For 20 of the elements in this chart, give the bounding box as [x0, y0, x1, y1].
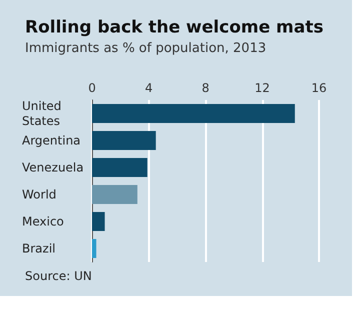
chart-subtitle: Immigrants as % of population, 2013: [25, 41, 266, 56]
bar: [92, 212, 105, 231]
x-tick-label: 16: [311, 81, 327, 95]
y-tick-label: United States: [22, 99, 66, 128]
y-tick-label: World: [22, 188, 56, 202]
bar: [92, 239, 96, 258]
y-tick-label: Mexico: [22, 214, 64, 228]
source-note: Source: UN: [25, 269, 92, 283]
chart-title: Rolling back the welcome mats: [25, 18, 324, 38]
bar: [92, 185, 138, 204]
x-tick-label: 12: [254, 81, 270, 95]
x-tick-label: 8: [202, 81, 210, 95]
bar: [92, 131, 156, 150]
y-tick-label: Brazil: [22, 242, 56, 256]
x-tick-label: 4: [144, 81, 153, 95]
bar: [92, 104, 295, 123]
bar: [92, 158, 148, 177]
y-tick-label: Venezuela: [22, 160, 84, 174]
x-tick-label: 0: [88, 81, 96, 95]
y-tick-label: Argentina: [22, 134, 81, 148]
